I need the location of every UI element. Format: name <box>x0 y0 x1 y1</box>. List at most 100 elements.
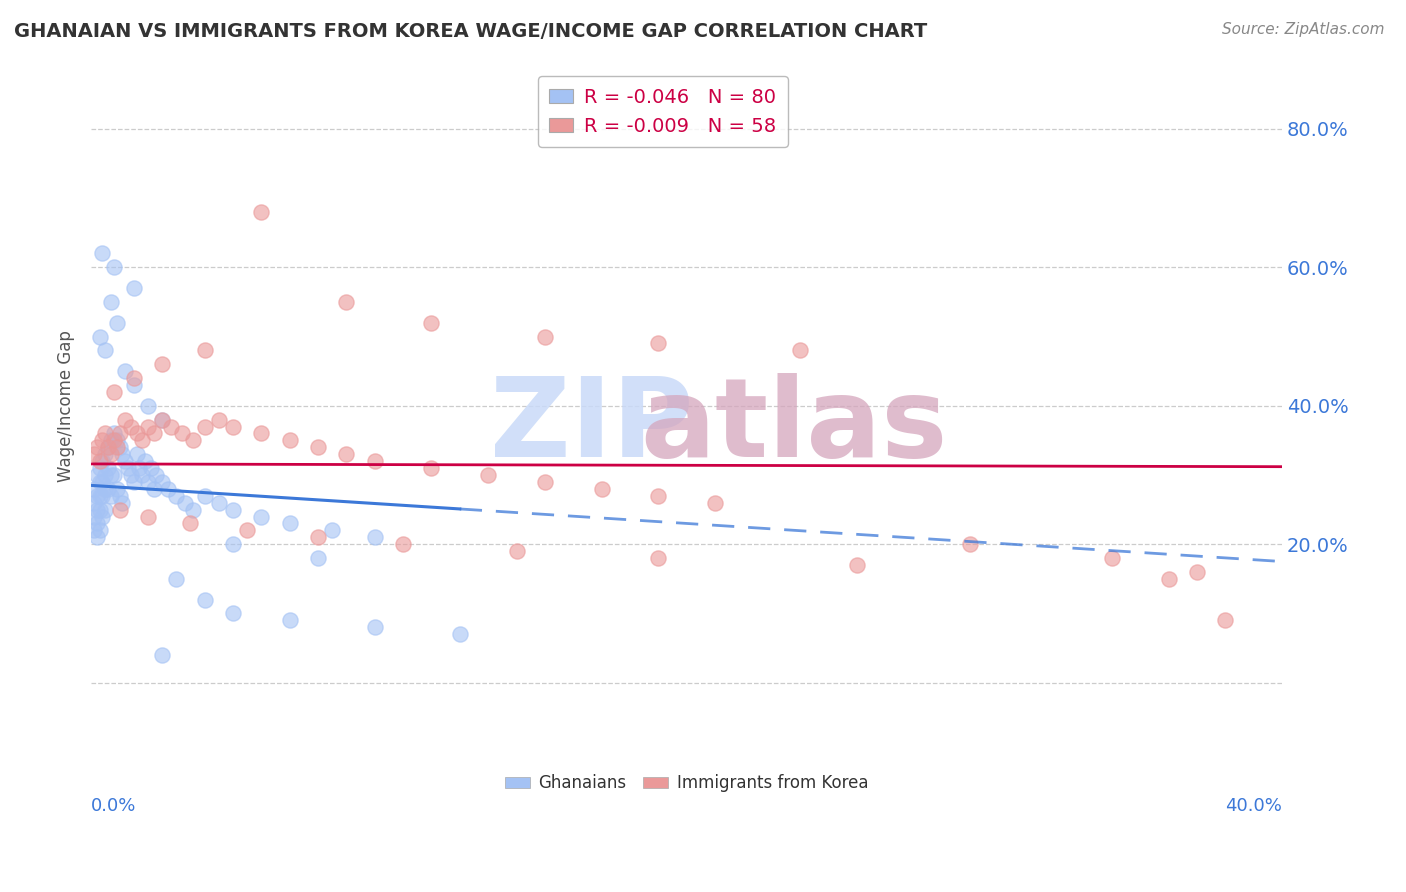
Point <box>89 524 111 538</box>
Point <box>150 475 173 489</box>
Point <box>307 530 329 544</box>
Point <box>105 434 128 448</box>
Point <box>122 281 145 295</box>
Point <box>94 426 117 441</box>
Point <box>145 467 167 482</box>
Point <box>97 440 120 454</box>
Point <box>150 412 173 426</box>
Point <box>125 426 148 441</box>
Point <box>122 371 145 385</box>
Point <box>278 516 301 531</box>
Point <box>136 509 159 524</box>
Point <box>222 502 245 516</box>
Point <box>120 467 142 482</box>
Point <box>103 260 125 275</box>
Point <box>89 489 111 503</box>
Point <box>100 434 122 448</box>
Point <box>250 426 273 441</box>
Point <box>108 489 131 503</box>
Point <box>505 544 527 558</box>
Point <box>449 627 471 641</box>
Point <box>103 426 125 441</box>
Point <box>108 426 131 441</box>
Point <box>307 551 329 566</box>
Point <box>278 434 301 448</box>
Point <box>139 461 162 475</box>
Point <box>111 447 134 461</box>
Y-axis label: Wage/Income Gap: Wage/Income Gap <box>58 330 75 482</box>
Point <box>959 537 981 551</box>
Point <box>1157 572 1180 586</box>
Point <box>208 496 231 510</box>
Point <box>105 440 128 454</box>
Point <box>477 467 499 482</box>
Point <box>103 434 125 448</box>
Point <box>704 496 727 510</box>
Point <box>100 447 122 461</box>
Point <box>131 434 153 448</box>
Point <box>89 454 111 468</box>
Point <box>156 482 179 496</box>
Point <box>647 336 669 351</box>
Point <box>165 572 187 586</box>
Text: 0.0%: 0.0% <box>91 797 136 815</box>
Point <box>105 482 128 496</box>
Point <box>117 461 139 475</box>
Point <box>1185 565 1208 579</box>
Point <box>94 467 117 482</box>
Point <box>94 482 117 496</box>
Point <box>83 496 105 510</box>
Point <box>335 294 357 309</box>
Point <box>86 530 108 544</box>
Point <box>89 461 111 475</box>
Point <box>103 384 125 399</box>
Text: atlas: atlas <box>640 373 948 480</box>
Point <box>131 467 153 482</box>
Point <box>97 461 120 475</box>
Point <box>91 246 114 260</box>
Text: GHANAIAN VS IMMIGRANTS FROM KOREA WAGE/INCOME GAP CORRELATION CHART: GHANAIAN VS IMMIGRANTS FROM KOREA WAGE/I… <box>14 22 928 41</box>
Point <box>97 482 120 496</box>
Point <box>250 205 273 219</box>
Point <box>111 496 134 510</box>
Point <box>170 426 193 441</box>
Point <box>534 475 557 489</box>
Point <box>108 440 131 454</box>
Point <box>142 426 165 441</box>
Point <box>179 516 201 531</box>
Point <box>222 419 245 434</box>
Point <box>392 537 415 551</box>
Point <box>1101 551 1123 566</box>
Point <box>91 509 114 524</box>
Point <box>181 434 204 448</box>
Point <box>94 502 117 516</box>
Point <box>845 558 868 572</box>
Point <box>100 294 122 309</box>
Point <box>128 461 150 475</box>
Point <box>91 454 114 468</box>
Point <box>122 475 145 489</box>
Point <box>136 399 159 413</box>
Point <box>120 419 142 434</box>
Point <box>122 378 145 392</box>
Point <box>647 551 669 566</box>
Point <box>89 502 111 516</box>
Point <box>150 412 173 426</box>
Point <box>100 467 122 482</box>
Point <box>97 440 120 454</box>
Point <box>150 357 173 371</box>
Text: 40.0%: 40.0% <box>1226 797 1282 815</box>
Point <box>364 530 387 544</box>
Point <box>108 502 131 516</box>
Legend: Ghanaians, Immigrants from Korea: Ghanaians, Immigrants from Korea <box>499 768 875 799</box>
Point <box>83 524 105 538</box>
Point <box>105 316 128 330</box>
Point <box>534 329 557 343</box>
Point <box>420 316 443 330</box>
Point <box>150 648 173 662</box>
Point <box>86 502 108 516</box>
Point <box>94 343 117 358</box>
Point <box>208 412 231 426</box>
Point <box>136 419 159 434</box>
Point <box>86 489 108 503</box>
